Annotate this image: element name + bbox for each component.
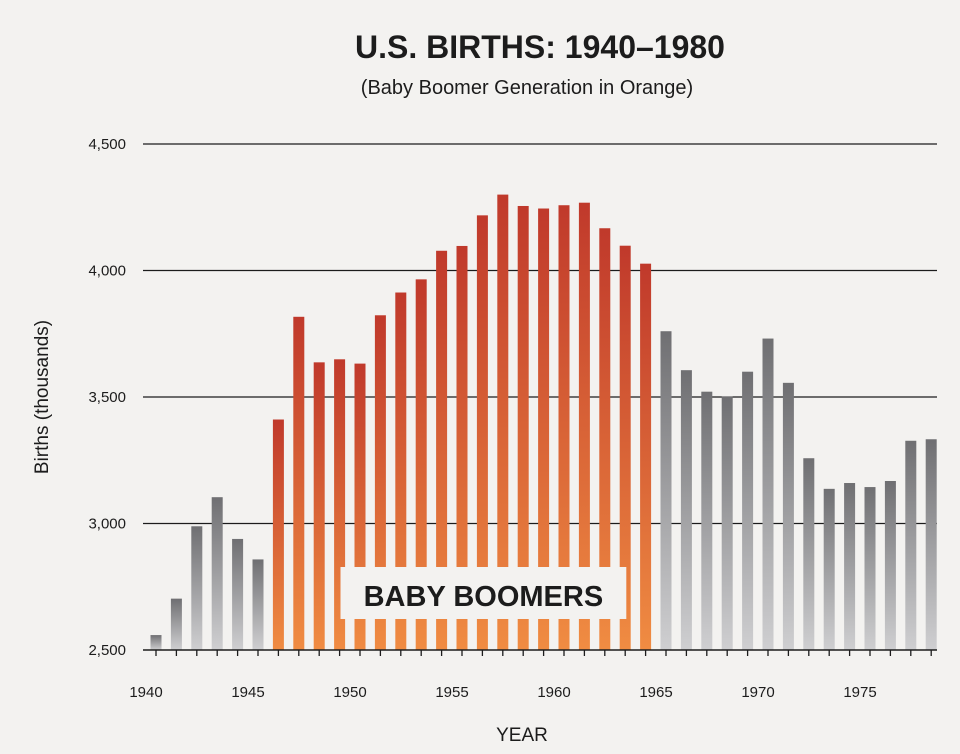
bar-1965 [660, 331, 672, 650]
bar-1970 [762, 338, 774, 650]
bar-1972 [803, 458, 815, 650]
bar-1951 [374, 315, 386, 650]
bar-1962 [599, 228, 611, 650]
bar-1958 [517, 205, 529, 651]
highlight-label-band [340, 567, 627, 619]
bar-1967 [701, 391, 713, 650]
highlight-label: BABY BOOMERS [364, 581, 604, 613]
y-tick-label-4500: 4,500 [88, 136, 126, 153]
bar-1978 [925, 439, 937, 650]
x-tick-label-1970: 1970 [741, 684, 774, 701]
bar-1942 [191, 526, 203, 650]
bar-1950 [354, 363, 366, 650]
bar-1969 [742, 371, 754, 650]
bar-1949 [334, 359, 346, 650]
bar-1960 [558, 205, 570, 650]
x-tick-label-1955: 1955 [435, 684, 468, 701]
x-tick-label-1965: 1965 [639, 684, 672, 701]
x-axis-label: YEAR [496, 725, 548, 746]
bar-1955 [456, 245, 468, 651]
bar-1952 [395, 292, 407, 650]
bars [150, 194, 937, 651]
bar-1940 [150, 635, 162, 650]
bar-1976 [884, 480, 896, 650]
bar-1966 [680, 370, 692, 650]
bar-1941 [170, 598, 182, 650]
y-axis-label: Births (thousands) [32, 320, 53, 474]
chart-subtitle: (Baby Boomer Generation in Orange) [361, 77, 693, 99]
bar-1964 [640, 263, 652, 650]
bar-1959 [538, 208, 550, 650]
x-tick-label-1975: 1975 [843, 684, 876, 701]
x-tick-label-1950: 1950 [333, 684, 366, 701]
bar-1944 [232, 538, 244, 650]
bar-1973 [823, 488, 835, 650]
bar-1956 [476, 215, 488, 650]
bar-1971 [782, 382, 794, 650]
bar-1948 [313, 362, 325, 650]
x-tick-label-1945: 1945 [231, 684, 264, 701]
bar-1977 [905, 440, 917, 650]
x-tick-label-1940: 1940 [129, 684, 162, 701]
chart-title: U.S. BIRTHS: 1940–1980 [355, 29, 725, 65]
bar-1974 [844, 483, 856, 650]
y-tick-label-2500: 2,500 [88, 642, 126, 659]
x-tick-label-1960: 1960 [537, 684, 570, 701]
x-ticks: 1940 1945 1950 1955 1960 1965 1970 1975 [129, 684, 876, 701]
bar-1946 [272, 419, 284, 650]
bar-1954 [436, 250, 448, 651]
y-ticks: 4,500 4,000 3,500 3,000 2,500 [88, 136, 126, 659]
y-tick-label-4000: 4,000 [88, 263, 126, 280]
bar-1953 [415, 279, 427, 650]
bar-1945 [252, 559, 264, 650]
bar-1957 [497, 194, 509, 650]
bar-1968 [721, 396, 733, 650]
y-tick-label-3500: 3,500 [88, 389, 126, 406]
y-tick-label-3000: 3,000 [88, 516, 126, 533]
bar-1963 [619, 245, 631, 650]
bar-1961 [578, 202, 590, 651]
highlight-label-group: BABY BOOMERS [340, 567, 627, 619]
bar-1947 [293, 316, 305, 650]
bar-1943 [211, 497, 223, 650]
x-axis [143, 649, 937, 656]
bar-1975 [864, 487, 876, 650]
